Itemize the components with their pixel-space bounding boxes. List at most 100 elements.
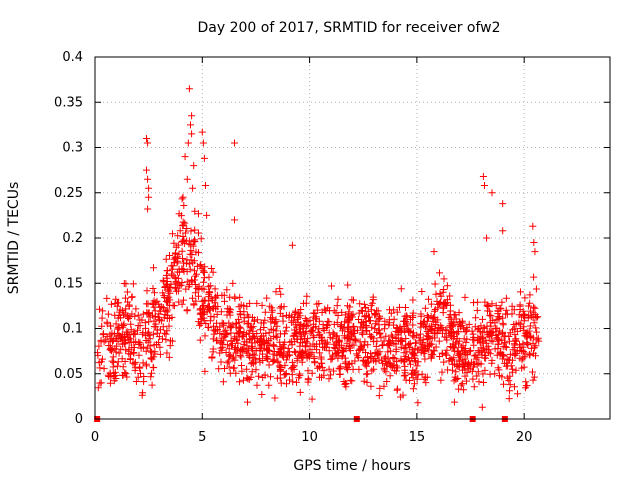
data-point (370, 365, 378, 373)
data-point (450, 398, 458, 406)
x-tick-label: 0 (91, 430, 99, 445)
data-point (460, 361, 468, 369)
data-point (506, 381, 514, 389)
data-point (205, 304, 213, 312)
data-point (150, 264, 157, 272)
data-point (288, 358, 296, 366)
data-point (210, 313, 218, 321)
data-point (107, 300, 115, 308)
data-point (446, 292, 454, 300)
data-point (191, 207, 199, 215)
data-point (499, 200, 507, 208)
data-point (186, 281, 194, 288)
data-point (236, 352, 244, 359)
data-point (148, 369, 155, 377)
data-point (461, 293, 469, 301)
data-point (256, 346, 264, 354)
data-point (427, 322, 435, 330)
data-point (97, 379, 105, 387)
data-point (483, 328, 491, 336)
data-point (118, 355, 126, 363)
data-point (131, 364, 139, 372)
data-point (235, 303, 243, 311)
data-point (494, 330, 502, 338)
data-point (129, 280, 137, 288)
data-point (145, 318, 153, 326)
data-point (479, 173, 487, 180)
data-point (479, 315, 486, 323)
data-point (105, 342, 113, 349)
data-point (531, 311, 539, 318)
data-point (232, 336, 240, 344)
data-point (468, 367, 476, 375)
data-point (267, 373, 274, 381)
data-point (229, 279, 237, 287)
data-point (366, 313, 373, 321)
data-point (390, 306, 398, 314)
data-point (526, 351, 534, 359)
data-point (333, 318, 341, 326)
data-point (144, 205, 152, 213)
data-point (240, 302, 248, 310)
data-point (103, 333, 111, 341)
data-point (183, 307, 191, 315)
data-point (362, 370, 370, 378)
data-point (191, 238, 199, 246)
data-point (124, 313, 131, 321)
data-point (453, 361, 461, 369)
data-point (188, 112, 196, 120)
data-point (377, 334, 385, 342)
data-point (197, 315, 205, 323)
grid (95, 57, 610, 419)
data-point (165, 353, 173, 361)
data-point (329, 353, 337, 361)
data-point (447, 315, 455, 323)
data-point (409, 321, 417, 329)
data-point (119, 363, 127, 371)
data-point (314, 364, 322, 372)
data-point (530, 373, 538, 381)
data-point (160, 278, 168, 286)
data-point (180, 296, 187, 304)
data-point (523, 339, 531, 347)
data-point (417, 330, 424, 338)
data-point (285, 311, 293, 319)
data-point (252, 366, 260, 374)
data-point (249, 360, 257, 368)
data-point (261, 308, 269, 316)
data-point (423, 373, 431, 381)
data-point (367, 382, 375, 390)
data-point (217, 358, 225, 366)
data-point (488, 189, 496, 197)
data-point (440, 275, 448, 283)
data-point (144, 175, 152, 183)
data-point (371, 325, 379, 333)
data-point (125, 315, 132, 322)
data-point (502, 294, 510, 302)
data-point (368, 333, 375, 341)
data-point (128, 293, 136, 301)
data-point (531, 304, 539, 312)
data-point (276, 366, 284, 374)
data-point (168, 270, 175, 278)
data-point (246, 335, 254, 343)
data-point (402, 304, 409, 311)
data-point (367, 301, 375, 309)
data-point (179, 221, 187, 229)
data-point (164, 311, 172, 319)
data-point (132, 378, 140, 385)
data-point (479, 338, 487, 346)
data-point (125, 345, 133, 353)
axis-ticks: 0 0.05 0.1 0.15 0.2 0.25 0.3 0.35 0.4 0 5 10 15 20 (54, 50, 610, 445)
data-point (334, 348, 342, 356)
data-point (112, 320, 120, 328)
data-point (126, 356, 134, 363)
data-point (460, 325, 467, 333)
data-point (238, 345, 246, 353)
data-point (122, 280, 130, 288)
data-point (494, 307, 502, 315)
data-point (402, 376, 410, 384)
data-point (166, 252, 173, 259)
data-point (443, 296, 451, 304)
data-point (168, 265, 176, 273)
